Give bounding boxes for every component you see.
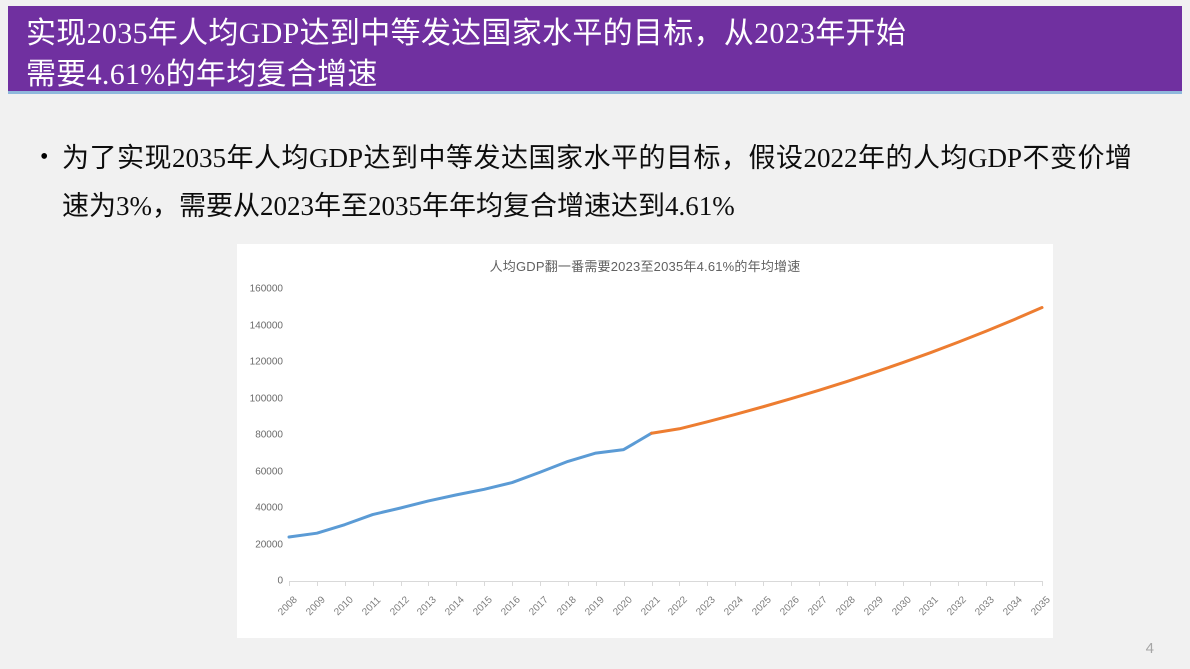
x-axis-tick (512, 581, 514, 586)
x-axis-tick (707, 581, 709, 586)
y-axis-tick-label: 100000 (249, 393, 283, 404)
y-axis-tick-label: 20000 (255, 539, 283, 550)
y-axis-tick-label: 160000 (249, 283, 283, 295)
x-axis-tick (1042, 581, 1043, 586)
x-axis-tick (818, 581, 820, 586)
chart-plot (287, 306, 1044, 539)
y-axis-tick-label: 120000 (249, 356, 283, 368)
page-number: 4 (1145, 640, 1154, 657)
x-axis-tick (791, 581, 792, 586)
chart-series-line (650, 306, 1044, 435)
x-axis-tick (428, 581, 430, 586)
x-axis-tick (679, 581, 681, 586)
x-axis-tick (651, 581, 653, 586)
y-axis-tick-label: 0 (277, 575, 283, 587)
x-axis-tick (902, 581, 904, 586)
x-axis-tick (930, 581, 932, 586)
x-axis-tick (595, 581, 597, 586)
x-axis-tick (846, 581, 848, 586)
x-axis-tick (484, 581, 486, 586)
x-axis-tick (958, 581, 960, 586)
chart-card: 人均GDP翻一番需要2023至2035年4.61%的年均增速 160000 140… (237, 244, 1053, 638)
slide-title-line-2: 需要4.61%的年均复合增速 (26, 58, 378, 91)
bullet-list-item: • 为了实现2035年人均GDP达到中等发达国家水平的目标，假设2022年的人均… (40, 134, 1150, 230)
slide-title-banner: 实现2035年人均GDP达到中等发达国家水平的目标，从2023年开始 需要4.6… (8, 6, 1182, 94)
y-axis-tick-label: 40000 (255, 502, 283, 514)
x-axis-tick (763, 581, 765, 586)
x-axis-tick (372, 581, 374, 586)
x-axis-tick (400, 581, 402, 586)
x-axis-tick (1014, 581, 1016, 586)
x-axis-tick (567, 581, 569, 586)
x-axis-tick (456, 581, 458, 586)
y-axis-tick-label: 140000 (249, 320, 283, 331)
slide-body: • 为了实现2035年人均GDP达到中等发达国家水平的目标，假设2022年的人均… (40, 134, 1150, 230)
x-axis-tick (623, 581, 625, 586)
bullet-marker-icon: • (40, 144, 49, 170)
y-axis-labels: 160000 140000 120000 100000 80000 60000 40000 2… (237, 244, 289, 638)
x-axis-tick (874, 581, 876, 586)
chart-title: 人均GDP翻一番需要2023至2035年4.61%的年均增速 (489, 259, 801, 274)
y-axis-tick-label: 60000 (255, 466, 283, 477)
x-axis-tick (986, 581, 988, 586)
x-axis-tick (344, 581, 346, 586)
chart-series-line (287, 431, 654, 539)
x-axis-line (289, 581, 1042, 582)
y-axis-tick-label: 80000 (255, 429, 283, 441)
slide-title-line-1: 实现2035年人均GDP达到中等发达国家水平的目标，从2023年开始 (26, 17, 907, 50)
x-axis-tick (289, 581, 290, 586)
x-axis-tick (316, 581, 318, 586)
x-axis-tick (735, 581, 737, 586)
x-axis-tick (540, 581, 541, 586)
bullet-text: 为了实现2035年人均GDP达到中等发达国家水平的目标，假设2022年的人均GD… (62, 143, 1132, 221)
